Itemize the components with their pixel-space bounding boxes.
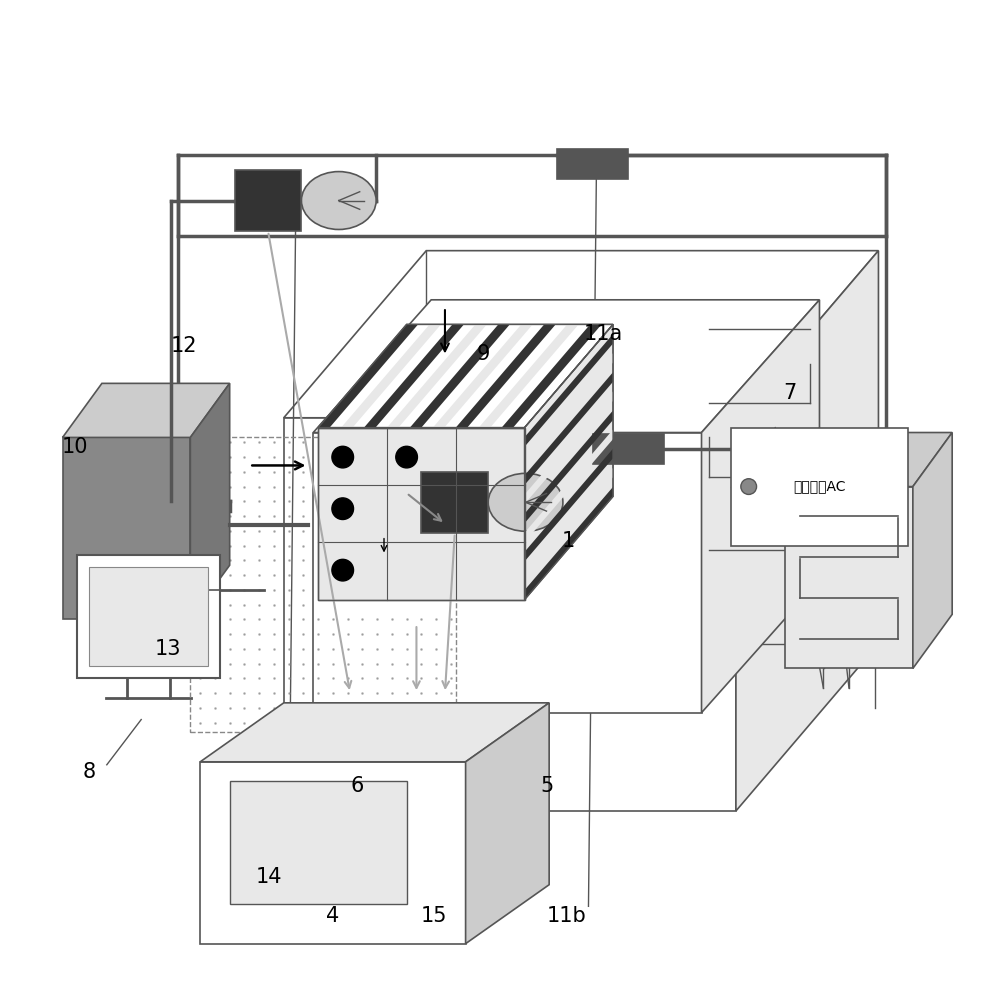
Polygon shape (318, 428, 525, 600)
Polygon shape (525, 334, 613, 446)
Text: 交流电源AC: 交流电源AC (793, 480, 846, 493)
Polygon shape (525, 353, 613, 466)
Bar (89, 567, 208, 666)
Polygon shape (63, 383, 230, 437)
Polygon shape (466, 703, 549, 944)
Polygon shape (387, 324, 487, 428)
Circle shape (332, 446, 354, 468)
Polygon shape (313, 300, 819, 433)
Polygon shape (190, 383, 230, 619)
Circle shape (741, 479, 757, 494)
Polygon shape (736, 251, 878, 811)
Polygon shape (525, 430, 613, 543)
Polygon shape (479, 324, 579, 428)
Polygon shape (785, 487, 913, 668)
Polygon shape (421, 472, 488, 533)
Polygon shape (364, 324, 464, 428)
Text: 11b: 11b (547, 906, 587, 926)
Polygon shape (341, 324, 441, 428)
Text: 7: 7 (783, 383, 797, 403)
Polygon shape (525, 487, 613, 600)
Bar (77, 555, 220, 678)
Polygon shape (200, 703, 549, 762)
Ellipse shape (301, 172, 376, 229)
Polygon shape (63, 437, 190, 619)
Polygon shape (913, 433, 952, 668)
Text: 4: 4 (326, 906, 340, 926)
Bar (731, 428, 908, 546)
Text: 8: 8 (83, 762, 96, 781)
Polygon shape (525, 373, 613, 485)
Circle shape (396, 446, 417, 468)
Polygon shape (410, 324, 510, 428)
Polygon shape (200, 762, 466, 944)
Polygon shape (785, 433, 952, 487)
Bar (230, 781, 407, 904)
Ellipse shape (488, 474, 563, 531)
Text: 15: 15 (421, 906, 447, 926)
Polygon shape (525, 448, 613, 561)
Polygon shape (525, 391, 613, 504)
Bar (557, 149, 628, 179)
Polygon shape (456, 324, 556, 428)
Bar (593, 434, 664, 464)
Polygon shape (433, 324, 533, 428)
Text: 12: 12 (170, 336, 197, 356)
Text: 6: 6 (351, 777, 364, 796)
Circle shape (332, 497, 354, 519)
Circle shape (332, 559, 354, 581)
Polygon shape (284, 418, 736, 811)
Text: 11a: 11a (584, 324, 623, 344)
Polygon shape (502, 324, 602, 428)
Polygon shape (318, 324, 418, 428)
Polygon shape (313, 433, 702, 713)
Text: 14: 14 (256, 867, 282, 887)
Polygon shape (525, 324, 613, 600)
Polygon shape (235, 170, 301, 231)
Polygon shape (525, 468, 613, 581)
Polygon shape (702, 300, 819, 713)
Text: 5: 5 (541, 777, 554, 796)
Text: 9: 9 (477, 344, 490, 364)
Text: 1: 1 (562, 531, 575, 550)
Polygon shape (284, 251, 878, 418)
Polygon shape (525, 411, 613, 523)
Text: 10: 10 (62, 437, 89, 457)
Polygon shape (318, 324, 613, 428)
Text: 13: 13 (154, 639, 181, 659)
Bar (190, 437, 456, 732)
